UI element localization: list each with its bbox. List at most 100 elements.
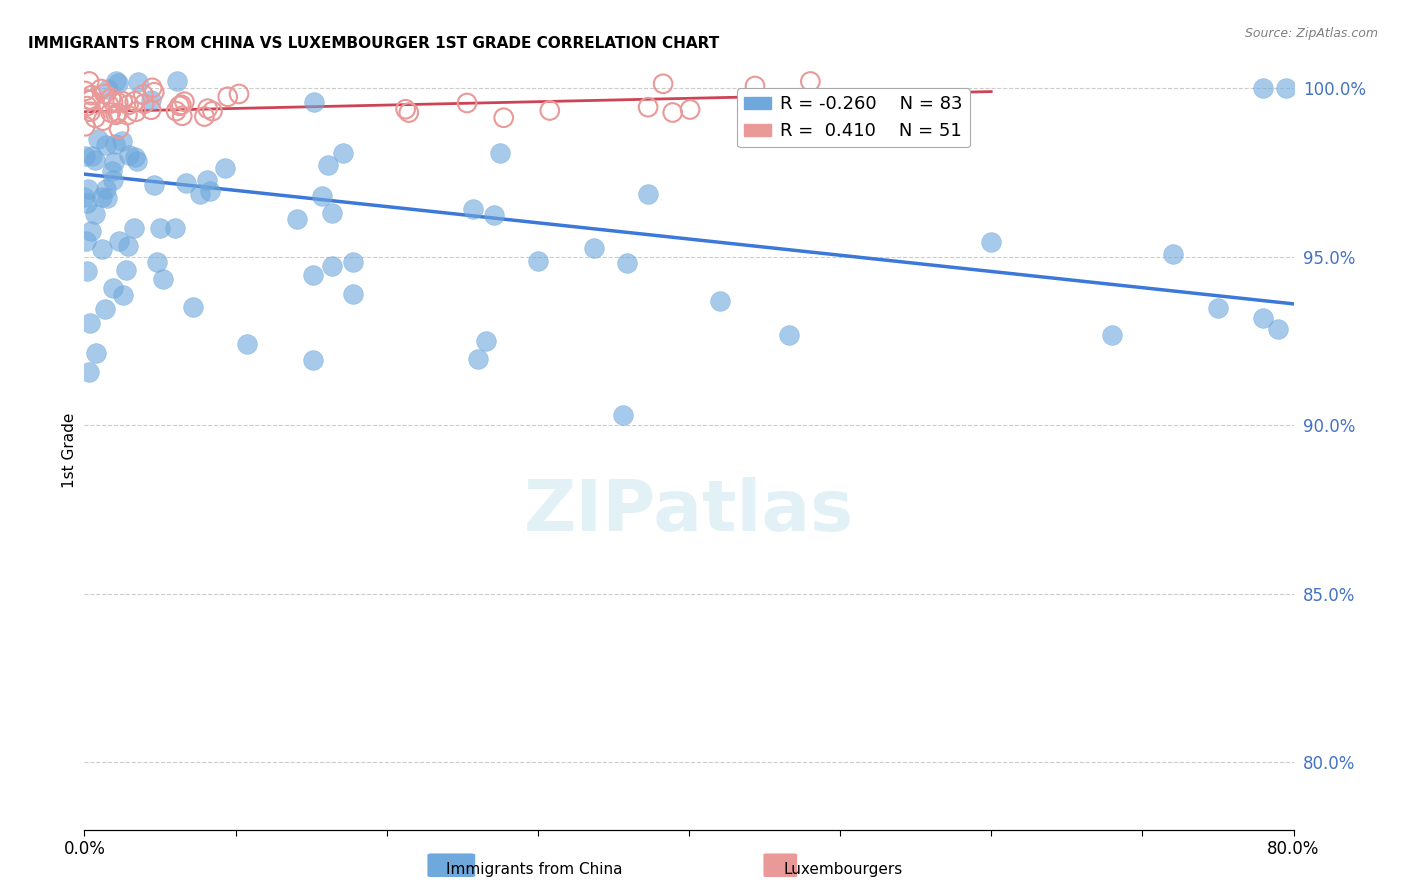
Point [124,150,146,164]
Point [318,158,340,172]
Point [76,99,98,113]
Point [217,89,239,103]
Point [134,96,156,111]
Point [97,97,120,112]
Point [538,103,561,118]
Point [538,103,561,118]
Point [172,109,194,123]
Point [80,88,103,103]
Text: Immigrants from China: Immigrants from China [446,863,623,877]
Point [217,89,239,103]
Point [188,187,211,202]
Point [197,173,219,187]
Point [124,95,146,109]
Point [117,97,139,112]
Point [143,178,166,192]
Point [104,136,127,151]
Point [652,77,675,91]
Point [152,272,174,286]
Point [73,149,96,163]
Point [125,104,148,119]
Point [94,302,117,317]
Point [79,104,101,119]
Point [193,110,215,124]
Point [456,95,478,110]
Point [101,95,124,109]
Point [125,104,148,119]
Legend: R = -0.260    N = 83, R =  0.410    N = 51: R = -0.260 N = 83, R = 0.410 N = 51 [737,88,970,147]
Point [117,108,139,122]
Y-axis label: 1st Grade: 1st Grade [62,413,77,488]
Point [97,82,120,96]
Point [108,121,131,136]
Point [197,102,219,116]
Point [84,346,107,360]
Point [124,95,146,109]
Point [475,334,498,348]
Point [193,110,215,124]
Point [91,113,114,128]
Point [73,189,96,203]
Point [75,235,97,249]
Point [214,161,236,176]
Point [236,337,259,351]
Point [174,176,197,190]
Point [394,102,416,116]
Point [112,287,135,301]
Point [169,99,191,113]
Point [107,106,129,120]
Point [90,82,112,96]
Point [77,74,100,88]
Point [661,105,683,120]
Point [84,111,107,125]
Point [83,207,105,221]
Point [90,190,112,204]
Point [145,254,167,268]
Point [143,85,166,99]
Point [637,100,659,114]
Point [228,87,250,101]
Point [75,84,97,98]
Point [301,268,323,283]
Point [91,243,114,257]
Point [107,95,129,110]
Point [115,262,138,277]
Point [77,182,100,196]
Point [107,76,129,90]
Point [228,87,250,101]
Point [198,184,221,198]
Point [173,95,195,109]
Point [77,93,100,107]
Point [117,108,139,122]
Point [492,111,515,125]
Point [139,103,162,117]
Point [107,95,129,110]
Point [76,195,98,210]
Point [139,103,162,117]
Point [97,97,120,112]
Point [679,103,702,117]
Point [139,93,162,107]
Point [285,211,308,226]
Point [170,97,193,112]
Point [132,87,155,102]
Point [744,78,766,93]
Point [79,316,101,330]
Point [111,134,134,148]
Point [321,259,343,273]
Point [103,281,125,295]
Point [90,82,112,96]
Point [169,99,191,113]
Point [1161,247,1184,261]
Point [96,191,118,205]
Point [122,221,145,235]
Point [467,352,489,367]
Text: Source: ZipAtlas.com: Source: ZipAtlas.com [1244,27,1378,40]
Point [172,109,194,123]
Point [394,102,416,116]
Point [201,104,224,119]
Point [117,97,139,112]
Point [111,94,134,108]
Point [197,102,219,116]
Point [489,146,512,161]
